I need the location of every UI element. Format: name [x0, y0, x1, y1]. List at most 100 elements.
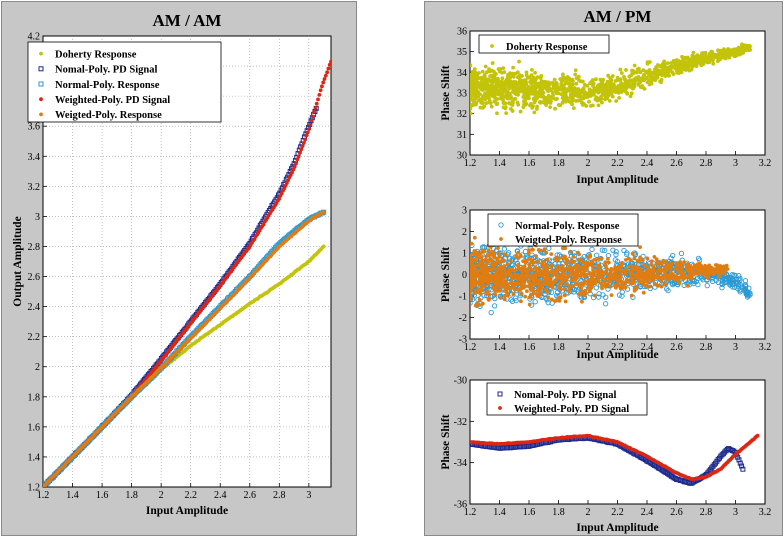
- data-point: [470, 253, 473, 258]
- data-point: [570, 283, 575, 288]
- data-point: [571, 79, 575, 83]
- data-point: [623, 285, 628, 290]
- data-point: [603, 97, 607, 102]
- data-point: [696, 266, 701, 271]
- data-point: [549, 270, 554, 274]
- data-point: [614, 274, 619, 279]
- data-point: [479, 255, 484, 260]
- data-point: [550, 90, 555, 95]
- data-point: [638, 245, 642, 250]
- data-point: [691, 50, 696, 55]
- data-point: [592, 271, 597, 276]
- data-point: [655, 75, 660, 80]
- data-point: [544, 268, 549, 273]
- data-point: [635, 77, 640, 82]
- data-point: [576, 250, 581, 255]
- data-point: [509, 95, 514, 100]
- legend-marker: [490, 44, 494, 48]
- data-point: [504, 111, 509, 116]
- data-point: [486, 78, 491, 83]
- data-point: [730, 278, 736, 284]
- data-point: [531, 96, 536, 101]
- data-point: [506, 77, 511, 82]
- data-point: [604, 264, 608, 269]
- data-point: [632, 286, 637, 291]
- data-point: [480, 69, 485, 74]
- data-point: [685, 262, 690, 266]
- data-point: [632, 63, 637, 68]
- data-point: [472, 67, 477, 72]
- data-point: [544, 278, 549, 282]
- data-point: [544, 250, 549, 255]
- data-point: [492, 69, 496, 74]
- data-point: [600, 292, 606, 298]
- data-point: [562, 293, 567, 298]
- data-point: [529, 247, 534, 252]
- data-point: [535, 94, 540, 99]
- data-point: [482, 85, 487, 90]
- data-point: [571, 106, 576, 111]
- data-point: [509, 107, 513, 111]
- y-tick-label: 35: [457, 47, 467, 58]
- data-point: [502, 297, 507, 302]
- data-point: [470, 94, 473, 99]
- am-pm-response-group: 1.2 1.4 1.6 1.8 2 2.2 2.4 2.6 2.8 3 3.2-3-2-10123I…: [440, 206, 771, 362]
- x-tick-label: 1.4: [493, 342, 506, 353]
- data-point: [480, 301, 485, 306]
- data-point: [511, 268, 516, 273]
- data-point: [707, 60, 712, 65]
- data-point: [545, 300, 551, 306]
- data-point: [630, 68, 634, 73]
- data-point: [516, 287, 521, 292]
- data-point: [524, 70, 529, 75]
- data-point: [475, 74, 479, 79]
- data-point: [484, 70, 489, 75]
- data-point: [647, 68, 652, 73]
- data-point: [699, 55, 704, 60]
- data-point: [546, 295, 551, 300]
- data-point: [682, 260, 686, 265]
- data-point: [637, 278, 642, 283]
- data-point: [473, 291, 477, 295]
- data-point: [541, 90, 546, 95]
- data-point: [560, 79, 564, 83]
- data-point: [299, 147, 304, 152]
- data-point: [470, 89, 473, 94]
- data-point: [567, 286, 572, 290]
- data-point: [327, 62, 331, 67]
- data-point: [571, 289, 577, 295]
- data-point: [470, 286, 474, 291]
- data-point: [501, 66, 506, 71]
- data-point: [499, 282, 504, 287]
- data-point: [614, 99, 619, 103]
- data-point: [472, 264, 477, 268]
- data-point: [537, 268, 542, 273]
- data-point: [490, 263, 495, 267]
- data-point: [591, 268, 596, 273]
- data-point: [561, 72, 565, 77]
- data-point: [555, 274, 560, 279]
- data-point: [312, 109, 317, 114]
- data-point: [645, 279, 650, 284]
- data-point: [596, 89, 601, 94]
- y-tick-label: 30: [457, 151, 467, 162]
- data-point: [486, 248, 491, 253]
- data-point: [716, 52, 721, 57]
- data-point: [580, 299, 584, 304]
- data-point: [698, 61, 703, 66]
- data-point: [608, 83, 613, 88]
- data-point: [494, 268, 499, 272]
- data-point: [606, 88, 610, 93]
- data-point: [485, 253, 490, 258]
- legend-label: Weigted-Poly. Response: [515, 235, 622, 246]
- data-point: [646, 285, 651, 289]
- data-point: [529, 259, 534, 264]
- data-point: [303, 137, 307, 142]
- x-tick-label: 1.2: [464, 507, 477, 518]
- data-point: [569, 260, 574, 264]
- data-point: [509, 281, 514, 286]
- data-point: [494, 101, 499, 106]
- y-tick-label: 3: [462, 206, 467, 217]
- data-point: [641, 278, 646, 283]
- x-tick-label: 1.4: [66, 490, 79, 501]
